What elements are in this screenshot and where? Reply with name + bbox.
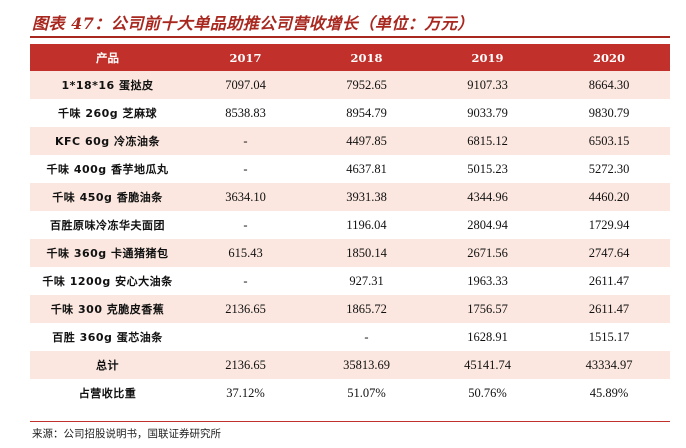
value-cell: 1865.72 — [306, 295, 427, 323]
source-divider — [30, 421, 670, 422]
header-cell-product: 产品 — [30, 44, 185, 71]
value-cell: 7097.04 — [185, 71, 306, 99]
value-cell: 5015.23 — [467, 161, 508, 176]
value-cell: 4460.20 — [548, 183, 670, 211]
value-cell: 43334.97 — [548, 351, 670, 379]
value-cell: 7952.65 — [306, 71, 427, 99]
value-cell: 45.89% — [589, 385, 629, 400]
product-name-cell: 千味 450g 香脆油条 — [30, 183, 185, 211]
value-cell: 4344.96 — [427, 183, 548, 211]
table-row: 千味 260g 芝麻球 8538.83 8954.79 9033.79 9830.79 — [30, 99, 670, 127]
value-cell: 9830.79 — [588, 105, 630, 120]
value-cell: 2136.65 — [185, 351, 306, 379]
header-cell-2019: 2019 — [427, 44, 548, 71]
product-name-cell: KFC 60g 冷冻油条 — [30, 127, 185, 155]
table-row: 千味 300 克脆皮香蕉 2136.65 1865.72 1756.57 2611.47 — [30, 295, 670, 323]
product-name-cell: 百胜原味冷冻华夫面团 — [50, 219, 165, 232]
source-note: 来源：公司招股说明书，国联证券研究所 — [32, 428, 221, 440]
value-cell: 9033.79 — [467, 105, 508, 120]
product-name-cell: 千味 1200g 安心大油条 — [42, 275, 173, 288]
value-cell: 6815.12 — [427, 127, 548, 155]
product-name-cell: 1*18*16 蛋挞皮 — [30, 71, 185, 99]
value-cell: 2804.94 — [467, 217, 508, 232]
value-cell: 45141.74 — [427, 351, 548, 379]
value-cell: 927.31 — [349, 273, 384, 288]
value-cell: 2671.56 — [427, 239, 548, 267]
value-cell: 3634.10 — [185, 183, 306, 211]
value-cell: 8538.83 — [225, 105, 266, 120]
table-row: 百胜原味冷冻华夫面团 - 1196.04 2804.94 1729.94 — [30, 211, 670, 239]
product-name-cell: 千味 400g 香芋地瓜丸 — [46, 163, 169, 176]
value-cell: 50.76% — [468, 385, 507, 400]
table-row: 千味 1200g 安心大油条 - 927.31 1963.33 2611.47 — [30, 267, 670, 295]
value-cell: 2611.47 — [548, 295, 670, 323]
table-row: 千味 450g 香脆油条 3634.10 3931.38 4344.96 4460.20 — [30, 183, 670, 211]
value-cell: - — [243, 273, 248, 288]
header-cell-2018: 2018 — [306, 44, 427, 71]
product-name-cell: 千味 260g 芝麻球 — [58, 107, 157, 120]
product-name-cell: 百胜 360g 蛋芯油条 — [52, 331, 163, 344]
product-name-cell: 总计 — [30, 351, 185, 379]
value-cell: 35813.69 — [306, 351, 427, 379]
value-cell: 5272.30 — [588, 161, 630, 176]
value-cell: 4637.81 — [346, 161, 387, 176]
table-header-row: 产品 2017 2018 2019 2020 — [30, 44, 670, 71]
table-row: 1*18*16 蛋挞皮 7097.04 7952.65 9107.33 8664.30 — [30, 71, 670, 99]
table-row: 占营收比重 37.12% 51.07% 50.76% 45.89% — [30, 379, 670, 407]
table-row: 千味 400g 香芋地瓜丸 - 4637.81 5015.23 5272.30 — [30, 155, 670, 183]
value-cell: 615.43 — [185, 239, 306, 267]
header-cell-2020: 2020 — [548, 44, 670, 71]
value-cell: 2747.64 — [548, 239, 670, 267]
product-name-cell: 千味 300 克脆皮香蕉 — [30, 295, 185, 323]
value-cell — [185, 323, 306, 351]
value-cell: 1515.17 — [588, 329, 630, 344]
value-cell: 2611.47 — [588, 273, 630, 288]
value-cell: 1628.91 — [467, 329, 508, 344]
table-row: 千味 360g 卡通猪猪包 615.43 1850.14 2671.56 2747.64 — [30, 239, 670, 267]
value-cell: 1756.57 — [427, 295, 548, 323]
value-cell: 6503.15 — [548, 127, 670, 155]
value-cell: 1196.04 — [346, 217, 387, 232]
product-name-cell: 占营收比重 — [78, 387, 137, 400]
product-name-cell: 千味 360g 卡通猪猪包 — [30, 239, 185, 267]
value-cell: 37.12% — [226, 385, 265, 400]
value-cell: - — [243, 217, 248, 232]
title-underline — [30, 36, 670, 38]
value-cell: 8664.30 — [548, 71, 670, 99]
value-cell: 8954.79 — [346, 105, 387, 120]
value-cell: 9107.33 — [427, 71, 548, 99]
value-cell: 1850.14 — [306, 239, 427, 267]
table-row: 百胜 360g 蛋芯油条 - 1628.91 1515.17 — [30, 323, 670, 351]
table-row: KFC 60g 冷冻油条 -4497.85 6815.12 6503.15 — [30, 127, 670, 155]
value-cell: 1963.33 — [467, 273, 508, 288]
value-cell: - — [243, 161, 248, 176]
figure-title: 图表 47：公司前十大单品助推公司营收增长（单位：万元） — [32, 14, 474, 33]
value-cell: 2136.65 — [185, 295, 306, 323]
product-revenue-table: 产品 2017 2018 2019 2020 1*18*16 蛋挞皮 7097.0… — [30, 44, 670, 407]
table-row: 总计 2136.65 35813.69 45141.74 43334.97 — [30, 351, 670, 379]
value-cell: - — [185, 127, 306, 155]
value-cell: 51.07% — [347, 385, 386, 400]
header-cell-2017: 2017 — [185, 44, 306, 71]
value-cell: 4497.85 — [306, 127, 427, 155]
value-cell: 1729.94 — [588, 217, 630, 232]
value-cell: - — [364, 329, 369, 344]
value-cell: 3931.38 — [306, 183, 427, 211]
